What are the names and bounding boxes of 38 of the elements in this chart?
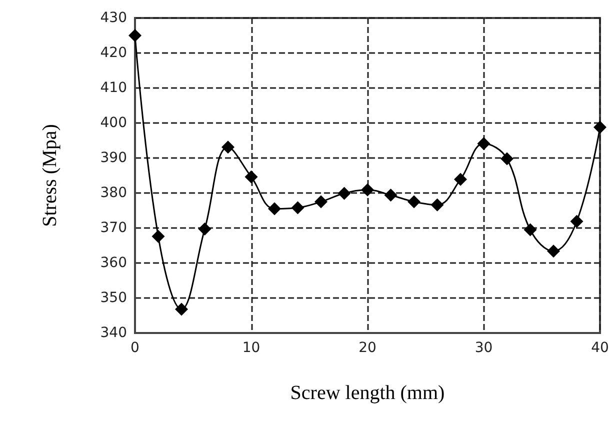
point xyxy=(291,201,304,214)
point xyxy=(152,230,165,243)
point xyxy=(500,152,514,166)
point xyxy=(408,195,420,208)
y-tick-label: 350 xyxy=(100,290,127,306)
point xyxy=(128,29,142,42)
point xyxy=(570,214,584,228)
point xyxy=(524,223,537,236)
point xyxy=(198,222,212,236)
y-tick-label: 380 xyxy=(100,185,127,201)
x-tick-label: 30 xyxy=(474,340,493,356)
point xyxy=(268,202,281,216)
y-tick-label: 400 xyxy=(100,115,127,131)
y-tick-label: 340 xyxy=(100,325,127,341)
y-tick-label: 410 xyxy=(100,80,127,96)
y-tick-label: 370 xyxy=(100,220,127,236)
point xyxy=(594,120,606,134)
y-tick-label: 420 xyxy=(100,45,127,61)
y-tick-label: 430 xyxy=(100,10,127,26)
point xyxy=(384,188,398,202)
point xyxy=(547,244,560,258)
x-axis-title: Screw length (mm) xyxy=(290,382,445,404)
y-tick-label: 390 xyxy=(100,150,127,166)
point xyxy=(477,137,490,150)
x-tick-label: 10 xyxy=(242,340,260,356)
point xyxy=(430,198,444,212)
point xyxy=(222,140,234,154)
point xyxy=(454,172,467,186)
point xyxy=(314,195,328,208)
x-tick-label: 20 xyxy=(358,340,376,356)
x-tick-label: 0 xyxy=(130,340,140,356)
y-tick-label: 360 xyxy=(100,255,127,271)
point xyxy=(244,170,258,184)
point xyxy=(338,186,351,200)
x-tick-label: 40 xyxy=(591,340,609,356)
point xyxy=(175,302,188,316)
point xyxy=(361,183,374,196)
y-axis-title: Stress (Mpa) xyxy=(39,124,61,227)
